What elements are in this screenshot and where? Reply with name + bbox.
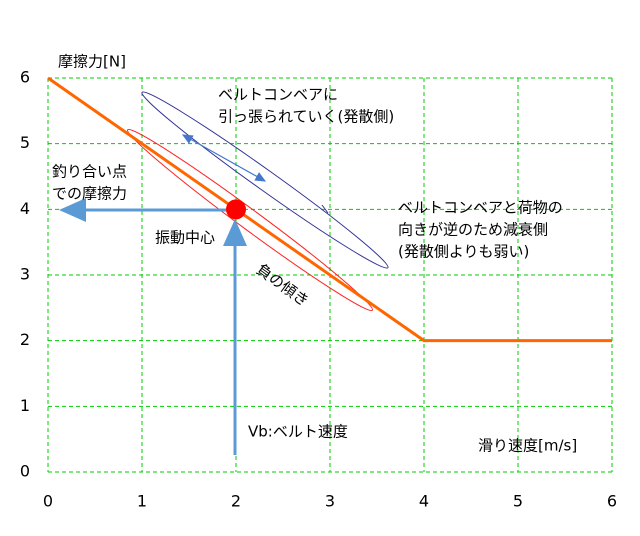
annotation: での摩擦力 xyxy=(52,185,127,203)
annotation: 引っ張られていく(発散側) xyxy=(218,108,394,126)
y-tick-label: 2 xyxy=(20,330,30,349)
annotation: 釣り合い点 xyxy=(52,163,127,181)
annotation: Vb:ベルト速度 xyxy=(248,423,348,441)
marker-point xyxy=(226,199,246,220)
x-tick-label: 1 xyxy=(137,492,147,511)
x-tick-label: 0 xyxy=(43,492,53,511)
x-tick-label: 2 xyxy=(231,492,241,511)
annotation: 負の傾き xyxy=(253,260,312,310)
y-tick-label: 0 xyxy=(20,462,30,481)
annotation: 向きが逆のため減衰側 xyxy=(398,221,548,239)
annotation: 振動中心 xyxy=(155,229,215,247)
data-line xyxy=(47,76,612,343)
x-tick-label: 5 xyxy=(513,492,523,511)
x-tick-label: 3 xyxy=(325,492,335,511)
y-tick-label: 1 xyxy=(20,396,30,415)
annotation: ベルトコンベアと荷物の xyxy=(398,199,563,217)
annotation: ベルトコンベアに xyxy=(218,86,338,104)
y-tick-label: 3 xyxy=(20,265,30,284)
x-tick-label: 6 xyxy=(607,492,617,511)
x-tick-label: 4 xyxy=(419,492,429,511)
annotation: (発散側よりも弱い) xyxy=(398,243,529,261)
x-axis-label: 滑り速度[m/s] xyxy=(478,437,577,455)
y-tick-label: 6 xyxy=(20,68,30,87)
ellipse xyxy=(141,91,389,269)
arrow xyxy=(181,134,267,182)
y-tick-label: 4 xyxy=(20,199,30,218)
y-tick-label: 5 xyxy=(20,133,30,152)
tick-mark xyxy=(321,204,329,214)
y-axis-label: 摩擦力[N] xyxy=(58,53,126,71)
